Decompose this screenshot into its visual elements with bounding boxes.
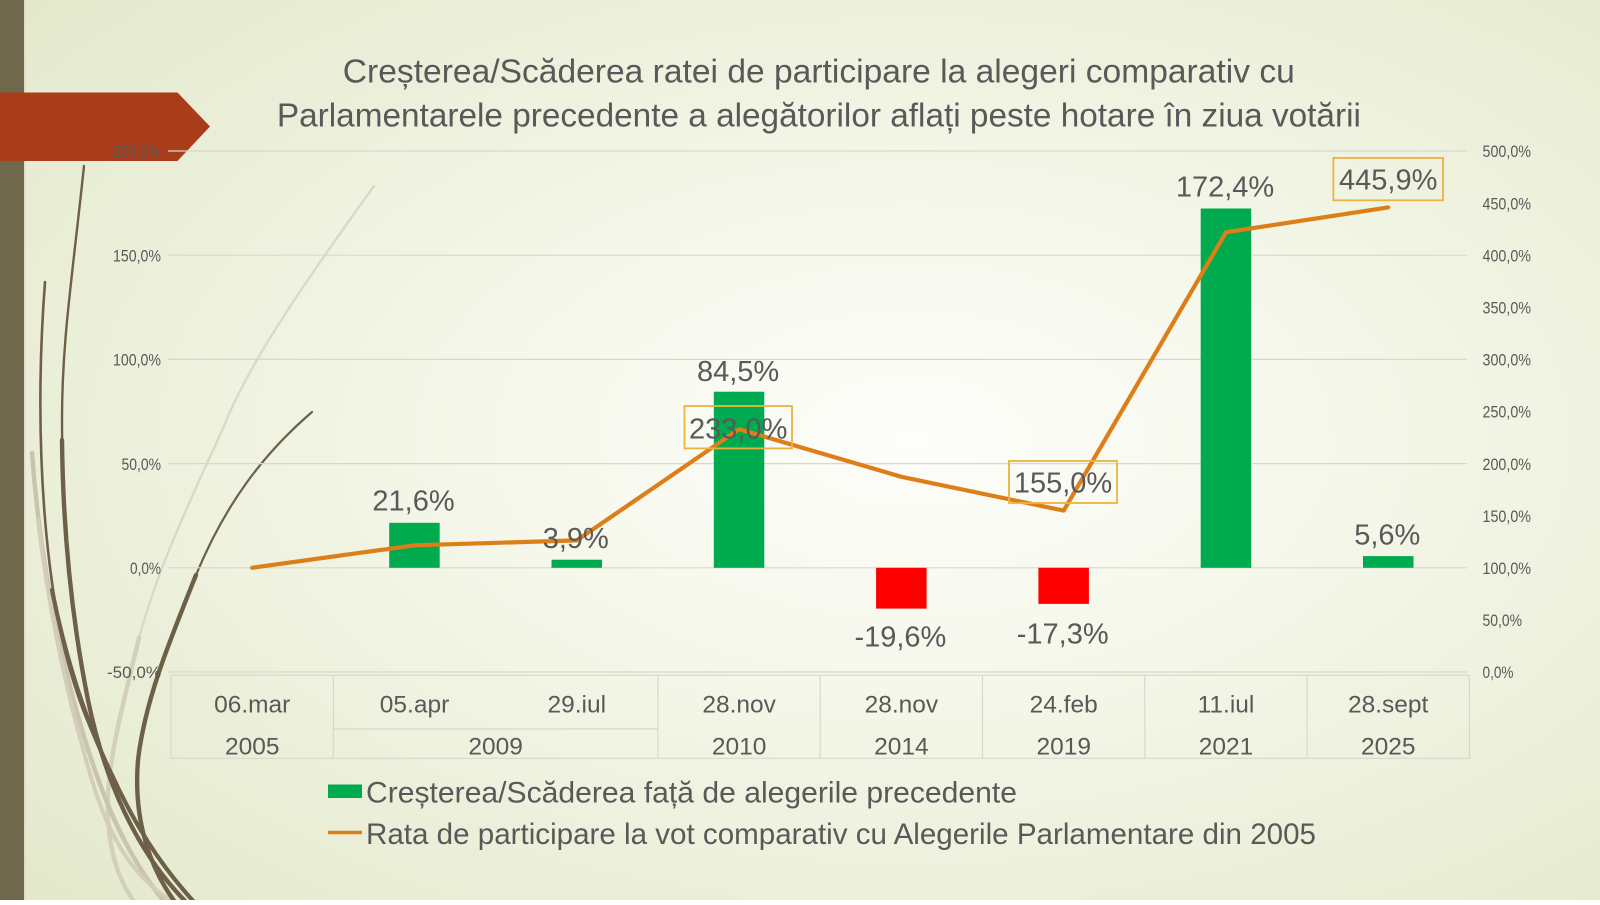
svg-text:28.nov: 28.nov (702, 692, 776, 719)
svg-text:28.sept: 28.sept (1348, 692, 1429, 719)
svg-text:29.iul: 29.iul (548, 692, 607, 719)
svg-text:300,0%: 300,0% (1483, 351, 1532, 370)
svg-text:-19,6%: -19,6% (854, 621, 946, 653)
svg-text:350,0%: 350,0% (1483, 299, 1532, 318)
svg-text:2009: 2009 (468, 734, 523, 761)
svg-text:150,0%: 150,0% (113, 246, 161, 265)
svg-text:100,0%: 100,0% (113, 351, 161, 370)
svg-text:-50,0%: -50,0% (107, 663, 161, 682)
svg-text:3,9%: 3,9% (543, 523, 609, 555)
svg-text:50,0%: 50,0% (1483, 611, 1523, 630)
svg-text:150,0%: 150,0% (1483, 507, 1532, 526)
svg-text:Creșterea/Scăderea față de ale: Creșterea/Scăderea față de alegerile pre… (366, 777, 1017, 810)
svg-text:-17,3%: -17,3% (1017, 618, 1109, 650)
svg-text:06.mar: 06.mar (214, 692, 290, 719)
svg-text:200,0%: 200,0% (113, 142, 161, 161)
svg-text:2021: 2021 (1199, 734, 1254, 761)
svg-text:Creșterea/Scăderea ratei de pa: Creșterea/Scăderea ratei de participare … (343, 54, 1295, 91)
svg-text:84,5%: 84,5% (697, 356, 779, 388)
svg-text:05.apr: 05.apr (380, 692, 449, 719)
svg-text:2014: 2014 (874, 734, 929, 761)
svg-text:Parlamentarele precedente a al: Parlamentarele precedente a alegătorilor… (277, 97, 1361, 134)
svg-text:5,6%: 5,6% (1354, 519, 1420, 551)
svg-text:24.feb: 24.feb (1030, 692, 1098, 719)
svg-text:2010: 2010 (712, 734, 767, 761)
svg-text:2019: 2019 (1036, 734, 1091, 761)
svg-text:Rata de participare la vot com: Rata de participare la vot comparativ cu… (366, 818, 1316, 851)
svg-text:2005: 2005 (225, 734, 280, 761)
svg-text:50,0%: 50,0% (122, 455, 162, 474)
svg-text:0,0%: 0,0% (1483, 663, 1514, 682)
svg-text:400,0%: 400,0% (1483, 246, 1532, 265)
svg-text:28.nov: 28.nov (865, 692, 939, 719)
svg-text:200,0%: 200,0% (1483, 455, 1532, 474)
svg-text:0,0%: 0,0% (130, 559, 161, 578)
svg-text:450,0%: 450,0% (1483, 194, 1532, 213)
svg-text:11.iul: 11.iul (1198, 692, 1255, 719)
svg-text:172,4%: 172,4% (1176, 171, 1274, 203)
svg-text:250,0%: 250,0% (1483, 403, 1532, 422)
svg-text:2025: 2025 (1361, 734, 1416, 761)
svg-text:100,0%: 100,0% (1483, 559, 1532, 578)
svg-text:233,0%: 233,0% (689, 413, 787, 445)
svg-text:21,6%: 21,6% (372, 485, 454, 517)
svg-text:155,0%: 155,0% (1014, 467, 1112, 499)
svg-text:500,0%: 500,0% (1483, 142, 1532, 161)
svg-text:445,9%: 445,9% (1339, 165, 1437, 197)
